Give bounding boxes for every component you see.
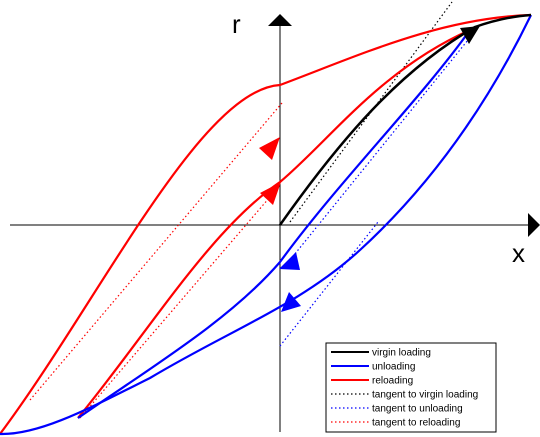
x-axis-label: x: [512, 238, 525, 268]
reloading-curve-inner: [77, 28, 471, 419]
tangent-unloading-upper: [289, 39, 469, 261]
virgin-loading-curve-group: [278, 13, 532, 226]
reloading-curve-outer: [0, 13, 532, 435]
y-axis-arrowhead: [268, 14, 292, 26]
legend-label-tangent-unloading: tangent to unloading: [372, 404, 463, 415]
legend-label-tangent-virgin-loading: tangent to virgin loading: [372, 390, 478, 401]
tangent-unloading-lower: [279, 221, 379, 347]
unloading-curve-inner: [77, 29, 471, 419]
tangent-reloading-upper: [29, 102, 283, 401]
unloading-curve-outer: [0, 14, 532, 436]
reloading-arrowhead-lower: [260, 182, 281, 205]
y-axis-label: r: [232, 9, 241, 39]
direction-arrows: [259, 26, 480, 312]
legend-label-unloading: unloading: [372, 362, 415, 373]
legend: virgin loading unloading reloading tange…: [325, 342, 497, 433]
virgin-loading-curve: [278, 13, 532, 226]
legend-label-virgin-loading: virgin loading: [372, 348, 431, 359]
unloading-curves: [0, 14, 532, 436]
reloading-curves: [0, 13, 532, 435]
unloading-arrowhead-lower: [281, 292, 301, 312]
legend-box: [325, 342, 497, 433]
legend-label-reloading: reloading: [372, 376, 413, 387]
unloading-arrowhead-upper: [279, 252, 300, 270]
reloading-arrowhead-upper: [259, 137, 280, 160]
tangent-reloading-lower: [79, 189, 277, 419]
axes: x r: [10, 9, 540, 432]
virgin-loading-arrowhead: [460, 26, 480, 44]
x-axis-arrowhead: [528, 213, 540, 237]
legend-label-tangent-reloading: tangent to reloading: [372, 418, 460, 429]
